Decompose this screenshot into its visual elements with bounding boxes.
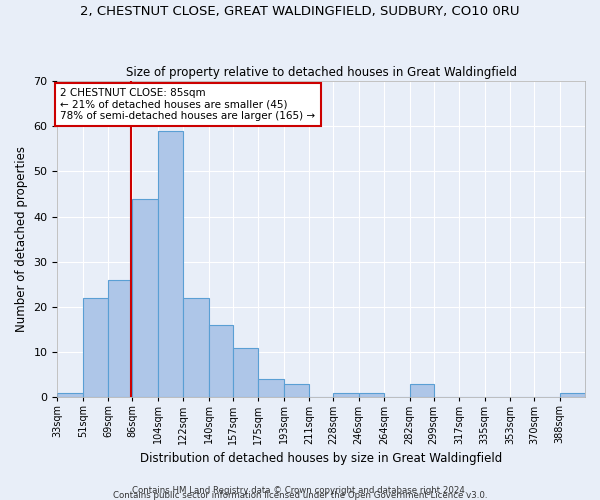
Text: Contains public sector information licensed under the Open Government Licence v3: Contains public sector information licen…	[113, 491, 487, 500]
Text: Contains HM Land Registry data © Crown copyright and database right 2024.: Contains HM Land Registry data © Crown c…	[132, 486, 468, 495]
Bar	[209, 325, 233, 398]
Title: Size of property relative to detached houses in Great Waldingfield: Size of property relative to detached ho…	[126, 66, 517, 78]
Bar	[158, 131, 183, 398]
Y-axis label: Number of detached properties: Number of detached properties	[15, 146, 28, 332]
Bar	[359, 393, 384, 398]
Bar	[109, 280, 133, 398]
Bar	[333, 393, 359, 398]
Bar	[183, 298, 209, 398]
Bar	[560, 393, 585, 398]
Bar	[133, 198, 158, 398]
X-axis label: Distribution of detached houses by size in Great Waldingfield: Distribution of detached houses by size …	[140, 452, 502, 465]
Bar	[58, 393, 83, 398]
Text: 2, CHESTNUT CLOSE, GREAT WALDINGFIELD, SUDBURY, CO10 0RU: 2, CHESTNUT CLOSE, GREAT WALDINGFIELD, S…	[80, 5, 520, 18]
Bar	[83, 298, 109, 398]
Bar	[284, 384, 309, 398]
Bar	[233, 348, 258, 398]
Bar	[258, 380, 284, 398]
Text: 2 CHESTNUT CLOSE: 85sqm
← 21% of detached houses are smaller (45)
78% of semi-de: 2 CHESTNUT CLOSE: 85sqm ← 21% of detache…	[60, 88, 316, 121]
Bar	[410, 384, 434, 398]
